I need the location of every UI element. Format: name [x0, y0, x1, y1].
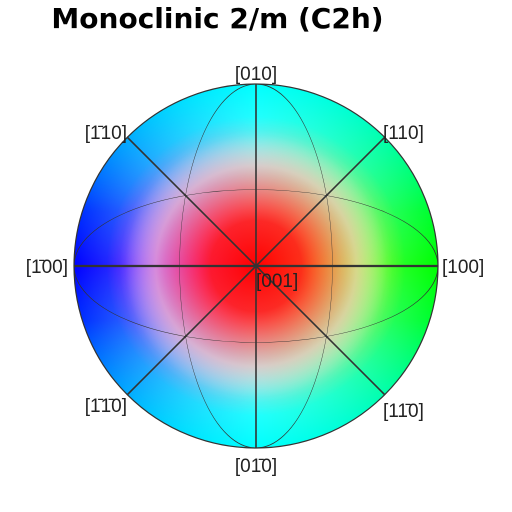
- label-100: [100]: [442, 257, 484, 278]
- label-m1m10: [1̄1̄0]: [85, 396, 127, 417]
- symmetry-lines: [74, 84, 438, 448]
- label-m110: [1̄10]: [85, 123, 127, 144]
- label-010: [010]: [235, 64, 277, 85]
- label-001: [001]: [256, 271, 298, 292]
- axis-diagonal-1m10: [126, 136, 386, 396]
- label-110: [110]: [383, 123, 424, 144]
- label-1m10: [11̄0]: [383, 401, 424, 422]
- label-m100: [1̄00]: [26, 257, 68, 278]
- label-0m10: [01̄0]: [235, 456, 277, 477]
- figure-title: Monoclinic 2/m (C2h): [51, 2, 384, 35]
